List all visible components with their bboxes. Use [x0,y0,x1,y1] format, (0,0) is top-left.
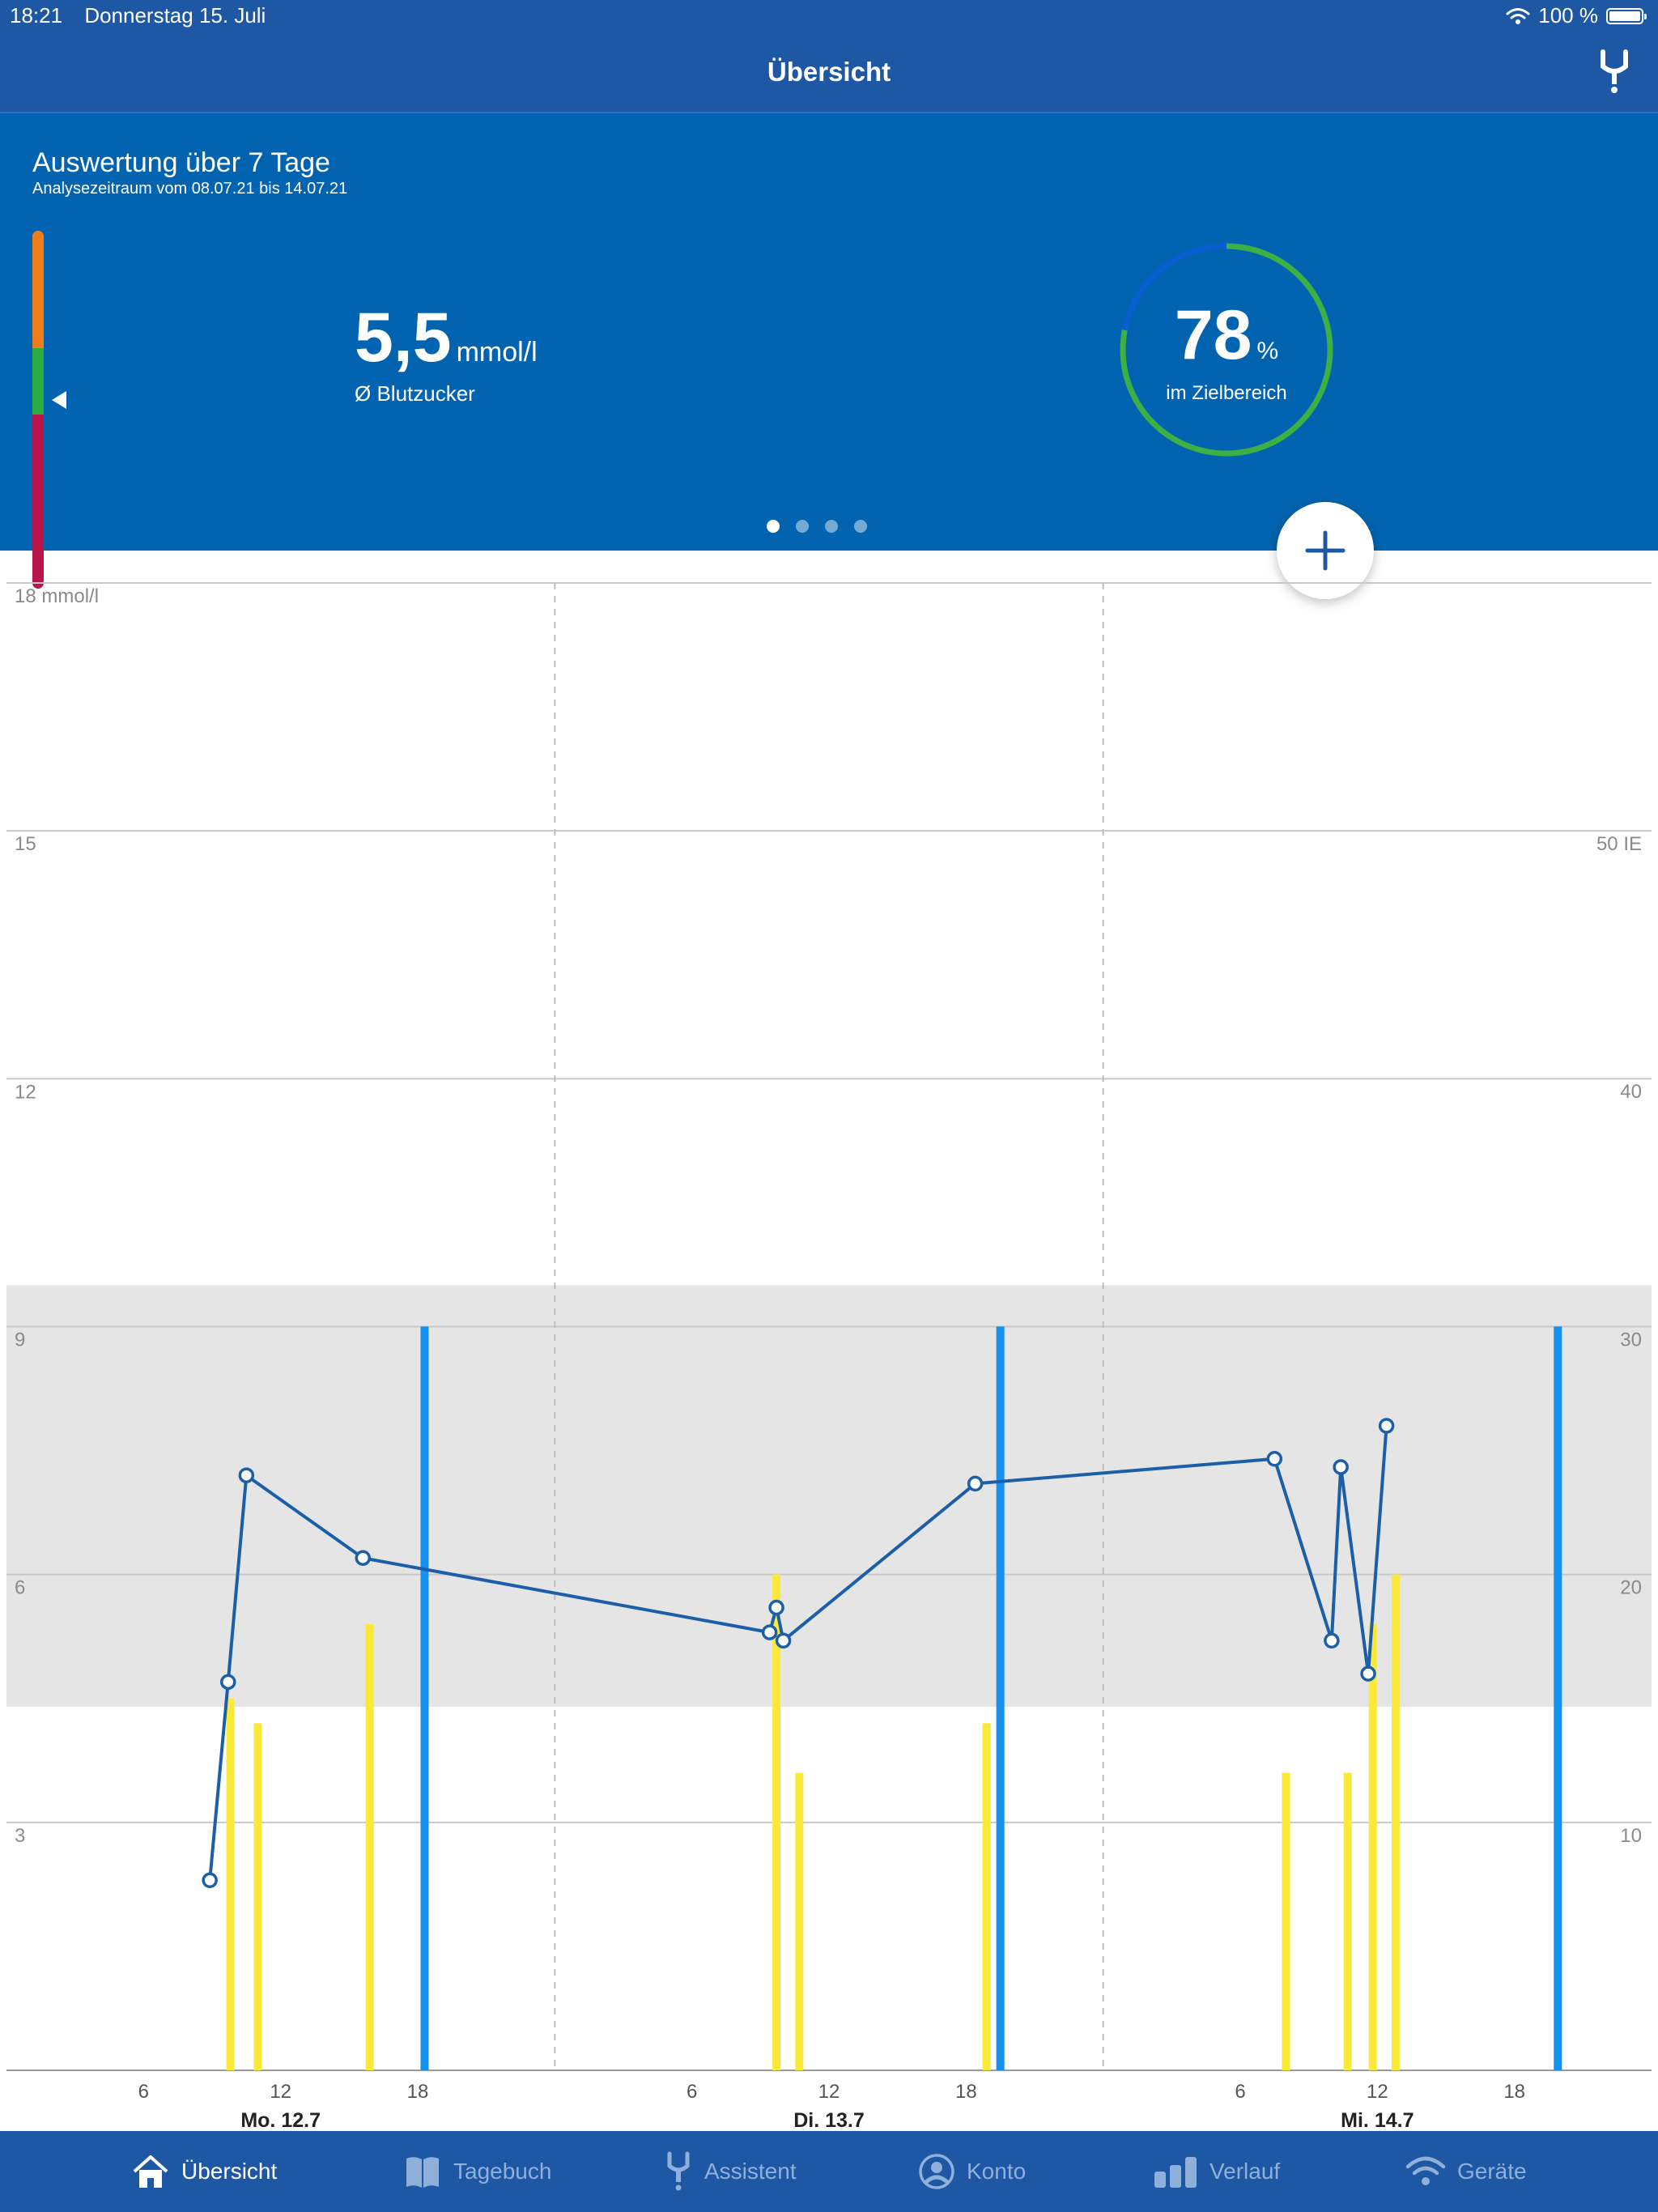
y-right-tick-label: 40 [1620,1081,1642,1103]
battery-icon [1606,7,1647,24]
glucose-point [238,1467,255,1483]
tab-label: Tagebuch [453,2159,552,2184]
y-right-tick-label: 20 [1620,1577,1642,1599]
battery-percent: 100 % [1538,3,1598,28]
y-right-tick-label: 50 IE [1596,833,1642,855]
glucose-range-bar [32,231,44,589]
target-range-label: im Zielbereich [1166,382,1287,404]
glucose-point [1360,1665,1376,1682]
x-tick-label: 6 [687,2081,697,2103]
tab-uebersicht[interactable]: Übersicht [131,2131,277,2212]
day-label: Mi. 14.7 [1341,2109,1414,2129]
bolus-bar [253,1723,262,2070]
status-time: 18:21 [10,3,63,28]
tab-label: Verlauf [1209,2159,1281,2184]
bolus-bar [365,1623,374,2070]
average-glucose-unit: mmol/l [456,337,538,368]
basal-bar [996,1326,1005,2070]
analysis-period: Analysezeitraum vom 08.07.21 bis 14.07.2… [32,180,348,198]
tab-geraete[interactable]: Geräte [1405,2131,1527,2212]
y-tick-label: 15 [15,833,36,855]
tab-label: Konto [967,2159,1027,2184]
x-tick-label: 18 [407,2081,429,2103]
tab-label: Geräte [1457,2159,1527,2184]
tab-label: Assistent [704,2159,797,2184]
target-range: 78% im Zielbereich [1117,296,1336,405]
account-icon [919,2154,954,2189]
target-range-unit: % [1256,338,1279,364]
target-range-value: 78 [1174,296,1252,374]
navigation-bar: Übersicht [0,32,1658,113]
tab-verlauf[interactable]: Verlauf [1153,2131,1280,2212]
x-tick-label: 6 [138,2081,149,2103]
basal-bar [420,1326,429,2070]
home-icon [133,2155,168,2188]
average-glucose-label: Ø Blutzucker [355,381,475,406]
glucose-point [1333,1459,1349,1475]
tab-tagebuch[interactable]: Tagebuch [403,2131,551,2212]
glucose-point [1266,1451,1283,1467]
x-tick-label: 12 [1367,2081,1388,2103]
page-dot[interactable] [854,520,867,533]
day-label: Di. 13.7 [793,2109,865,2129]
day-label: Mo. 12.7 [240,2109,321,2129]
page-indicator[interactable] [0,520,1658,533]
x-tick-label: 12 [818,2081,840,2103]
average-glucose-value: 5,5 [355,299,452,376]
page-dot[interactable] [767,520,780,533]
bolus-bar [1282,1772,1290,2070]
glucose-point [967,1475,984,1492]
glucose-point [220,1674,236,1691]
page-dot[interactable] [825,520,838,533]
bolus-bar [772,1574,781,2070]
summary-panel[interactable]: Auswertung über 7 Tage Analysezeitraum v… [0,113,1658,589]
target-range-band [6,1285,1652,1707]
x-tick-label: 18 [1503,2081,1525,2103]
status-date: Donnerstag 15. Juli [84,3,266,28]
bolus-bar [226,1698,235,2070]
glucose-point [355,1550,372,1567]
glucose-meter-icon [667,2151,690,2191]
glucose-point [202,1872,218,1889]
basal-bar [1554,1326,1562,2070]
bolus-bar [1343,1772,1352,2070]
tab-bar: Übersicht Tagebuch Assistent Konto Verla… [0,2131,1658,2212]
target-range-ring [1120,243,1333,457]
glucose-point [768,1599,784,1616]
glucose-point [1324,1632,1340,1649]
bolus-bar [795,1772,804,2070]
bar-chart-icon [1154,2157,1197,2188]
book-icon [406,2157,439,2188]
status-bar: 18:21 Donnerstag 15. Juli 100 % [0,0,1658,32]
glucose-insulin-chart[interactable]: 18 mmol/l 15 12 9 6 3 50 IE 40 30 20 10 6 12 18 Mo. 12… [0,567,1658,2129]
y-tick-label: 9 [15,1329,25,1351]
y-axis-label: 18 mmol/l [15,585,99,607]
bolus-bar [982,1723,991,2070]
y-right-tick-label: 30 [1620,1329,1642,1351]
x-tick-label: 18 [955,2081,977,2103]
y-tick-label: 6 [15,1577,25,1599]
x-tick-label: 12 [270,2081,291,2103]
glucose-meter-icon[interactable] [1595,49,1634,96]
x-tick-label: 6 [1235,2081,1245,2103]
tab-label: Übersicht [181,2159,278,2184]
glucose-point [1378,1418,1395,1434]
glucose-point [775,1632,792,1649]
page-title: Übersicht [767,57,891,87]
y-tick-label: 12 [15,1081,36,1103]
bolus-bar [1391,1574,1400,2070]
plus-icon [1305,530,1346,571]
bolus-bar [1368,1623,1377,2070]
y-tick-label: 3 [15,1825,25,1847]
wifi-icon [1506,7,1530,24]
glucose-point [761,1624,778,1640]
average-glucose: 5,5 mmol/l Ø Blutzucker [355,298,538,406]
summary-title: Auswertung über 7 Tage [32,147,330,178]
page-dot[interactable] [796,520,809,533]
wifi-icon [1405,2156,1446,2185]
tab-konto[interactable]: Konto [918,2131,1026,2212]
range-pointer-icon [52,391,66,409]
y-right-tick-label: 10 [1620,1825,1642,1847]
tab-assistent[interactable]: Assistent [664,2131,797,2212]
